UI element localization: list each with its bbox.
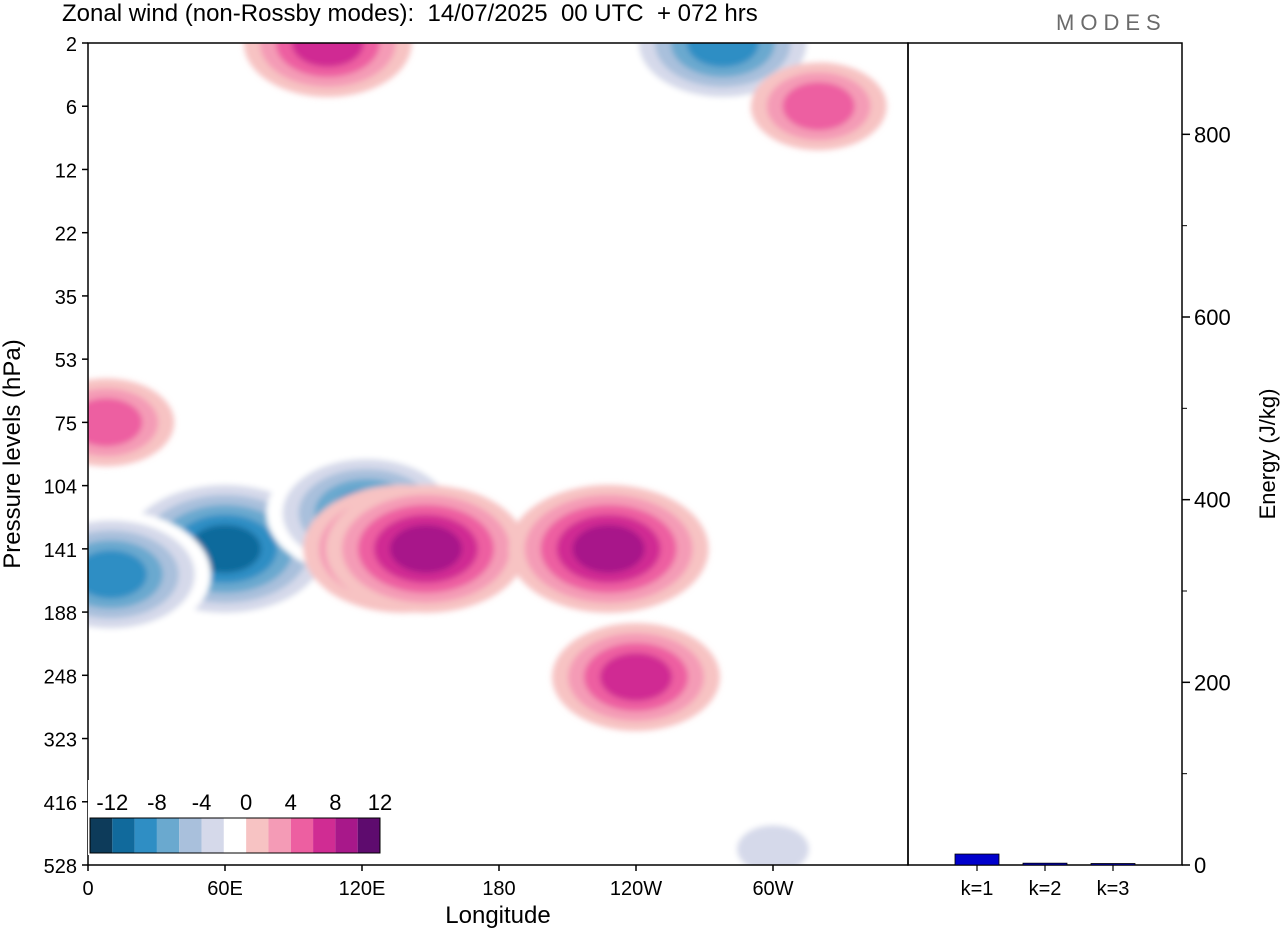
energy-category-label: k=1 — [961, 878, 994, 900]
x-tick-label: 120E — [339, 878, 386, 900]
energy-frame — [907, 42, 1183, 866]
energy-y-tick-label: 800 — [1194, 122, 1231, 147]
colorbar-swatch — [268, 818, 291, 853]
colorbar-swatch — [223, 818, 247, 853]
energy-bar — [1022, 862, 1068, 866]
x-tick-label: 60E — [207, 878, 243, 900]
wind-contour — [572, 524, 645, 573]
wind-contour — [291, 43, 364, 67]
y-tick-label: 6 — [66, 97, 77, 119]
energy-y-tick-label: 200 — [1194, 670, 1231, 695]
colorbar-swatch — [156, 818, 180, 853]
energy-axes: 0 200 400 600 800 — [1182, 122, 1231, 878]
wind-field — [88, 43, 887, 865]
x-axis-label: Longitude — [445, 902, 550, 929]
x-tick-label: 0 — [82, 878, 93, 900]
wind-contour — [782, 82, 855, 131]
y-tick-label: 323 — [44, 730, 77, 752]
energy-y-tick-label: 0 — [1194, 853, 1206, 878]
y-tick-label: 53 — [55, 350, 77, 372]
colorbar-swatch — [357, 818, 380, 853]
y-tick-label: 141 — [44, 540, 77, 562]
colorbar-swatch — [112, 818, 135, 853]
colorbar-label: -8 — [147, 790, 167, 815]
wind-contour — [600, 652, 672, 701]
y-tick-label: 22 — [55, 224, 77, 246]
colorbar-swatch — [313, 818, 336, 853]
chart-title: Zonal wind (non-Rossby modes): 14/07/202… — [62, 0, 758, 27]
colorbar-border — [89, 817, 381, 854]
wind-contour — [737, 825, 809, 865]
colorbar: -12 -8 -4 0 4 8 12 — [88, 780, 392, 855]
energy-category-label: k=3 — [1097, 878, 1130, 900]
wind-contour — [389, 524, 462, 573]
energy-axis-label: Energy (J/kg) — [1255, 389, 1280, 520]
energy-bar — [954, 853, 1000, 866]
energy-bar — [1090, 863, 1136, 866]
colorbar-label: 0 — [240, 790, 252, 815]
y-tick-label: 416 — [44, 793, 77, 815]
x-tick-label: 120W — [610, 878, 662, 900]
colorbar-swatch — [134, 818, 157, 853]
colorbar-swatch — [290, 818, 314, 853]
wind-contour — [88, 398, 143, 447]
colorbar-label: 4 — [285, 790, 297, 815]
y-tick-label: 248 — [44, 666, 77, 688]
colorbar-swatch — [201, 818, 224, 853]
wind-contour — [686, 43, 759, 67]
colorbar-swatch — [179, 818, 202, 853]
colorbar-label: 12 — [368, 790, 392, 815]
y-tick-label: 528 — [44, 856, 77, 878]
colorbar-label: -12 — [96, 790, 128, 815]
y-tick-label: 75 — [55, 413, 77, 435]
colorbar-swatch — [335, 818, 358, 853]
energy-y-tick-label: 600 — [1194, 305, 1231, 330]
y-tick-label: 188 — [44, 603, 77, 625]
heatmap-frame — [87, 42, 909, 866]
x-tick-label: 180 — [482, 878, 515, 900]
energy-category-label: k=2 — [1029, 878, 1062, 900]
colorbar-swatch — [90, 818, 113, 853]
y-tick-label: 12 — [55, 160, 77, 182]
x-tick-label: 60W — [752, 878, 793, 900]
energy-y-tick-label: 400 — [1194, 488, 1231, 513]
energy-bars: k=1 k=2 k=3 — [954, 853, 1136, 900]
colorbar-label: 8 — [329, 790, 341, 815]
y-axis-label: Pressure levels (hPa) — [0, 339, 26, 568]
colorbar-swatch — [246, 818, 269, 853]
y-tick-label: 2 — [66, 34, 77, 56]
y-tick-label: 35 — [55, 287, 77, 309]
y-tick-label: 104 — [44, 477, 77, 499]
colorbar-label: -4 — [192, 790, 212, 815]
modes-logo: MODES — [1056, 10, 1167, 35]
wind-contour — [88, 550, 147, 599]
